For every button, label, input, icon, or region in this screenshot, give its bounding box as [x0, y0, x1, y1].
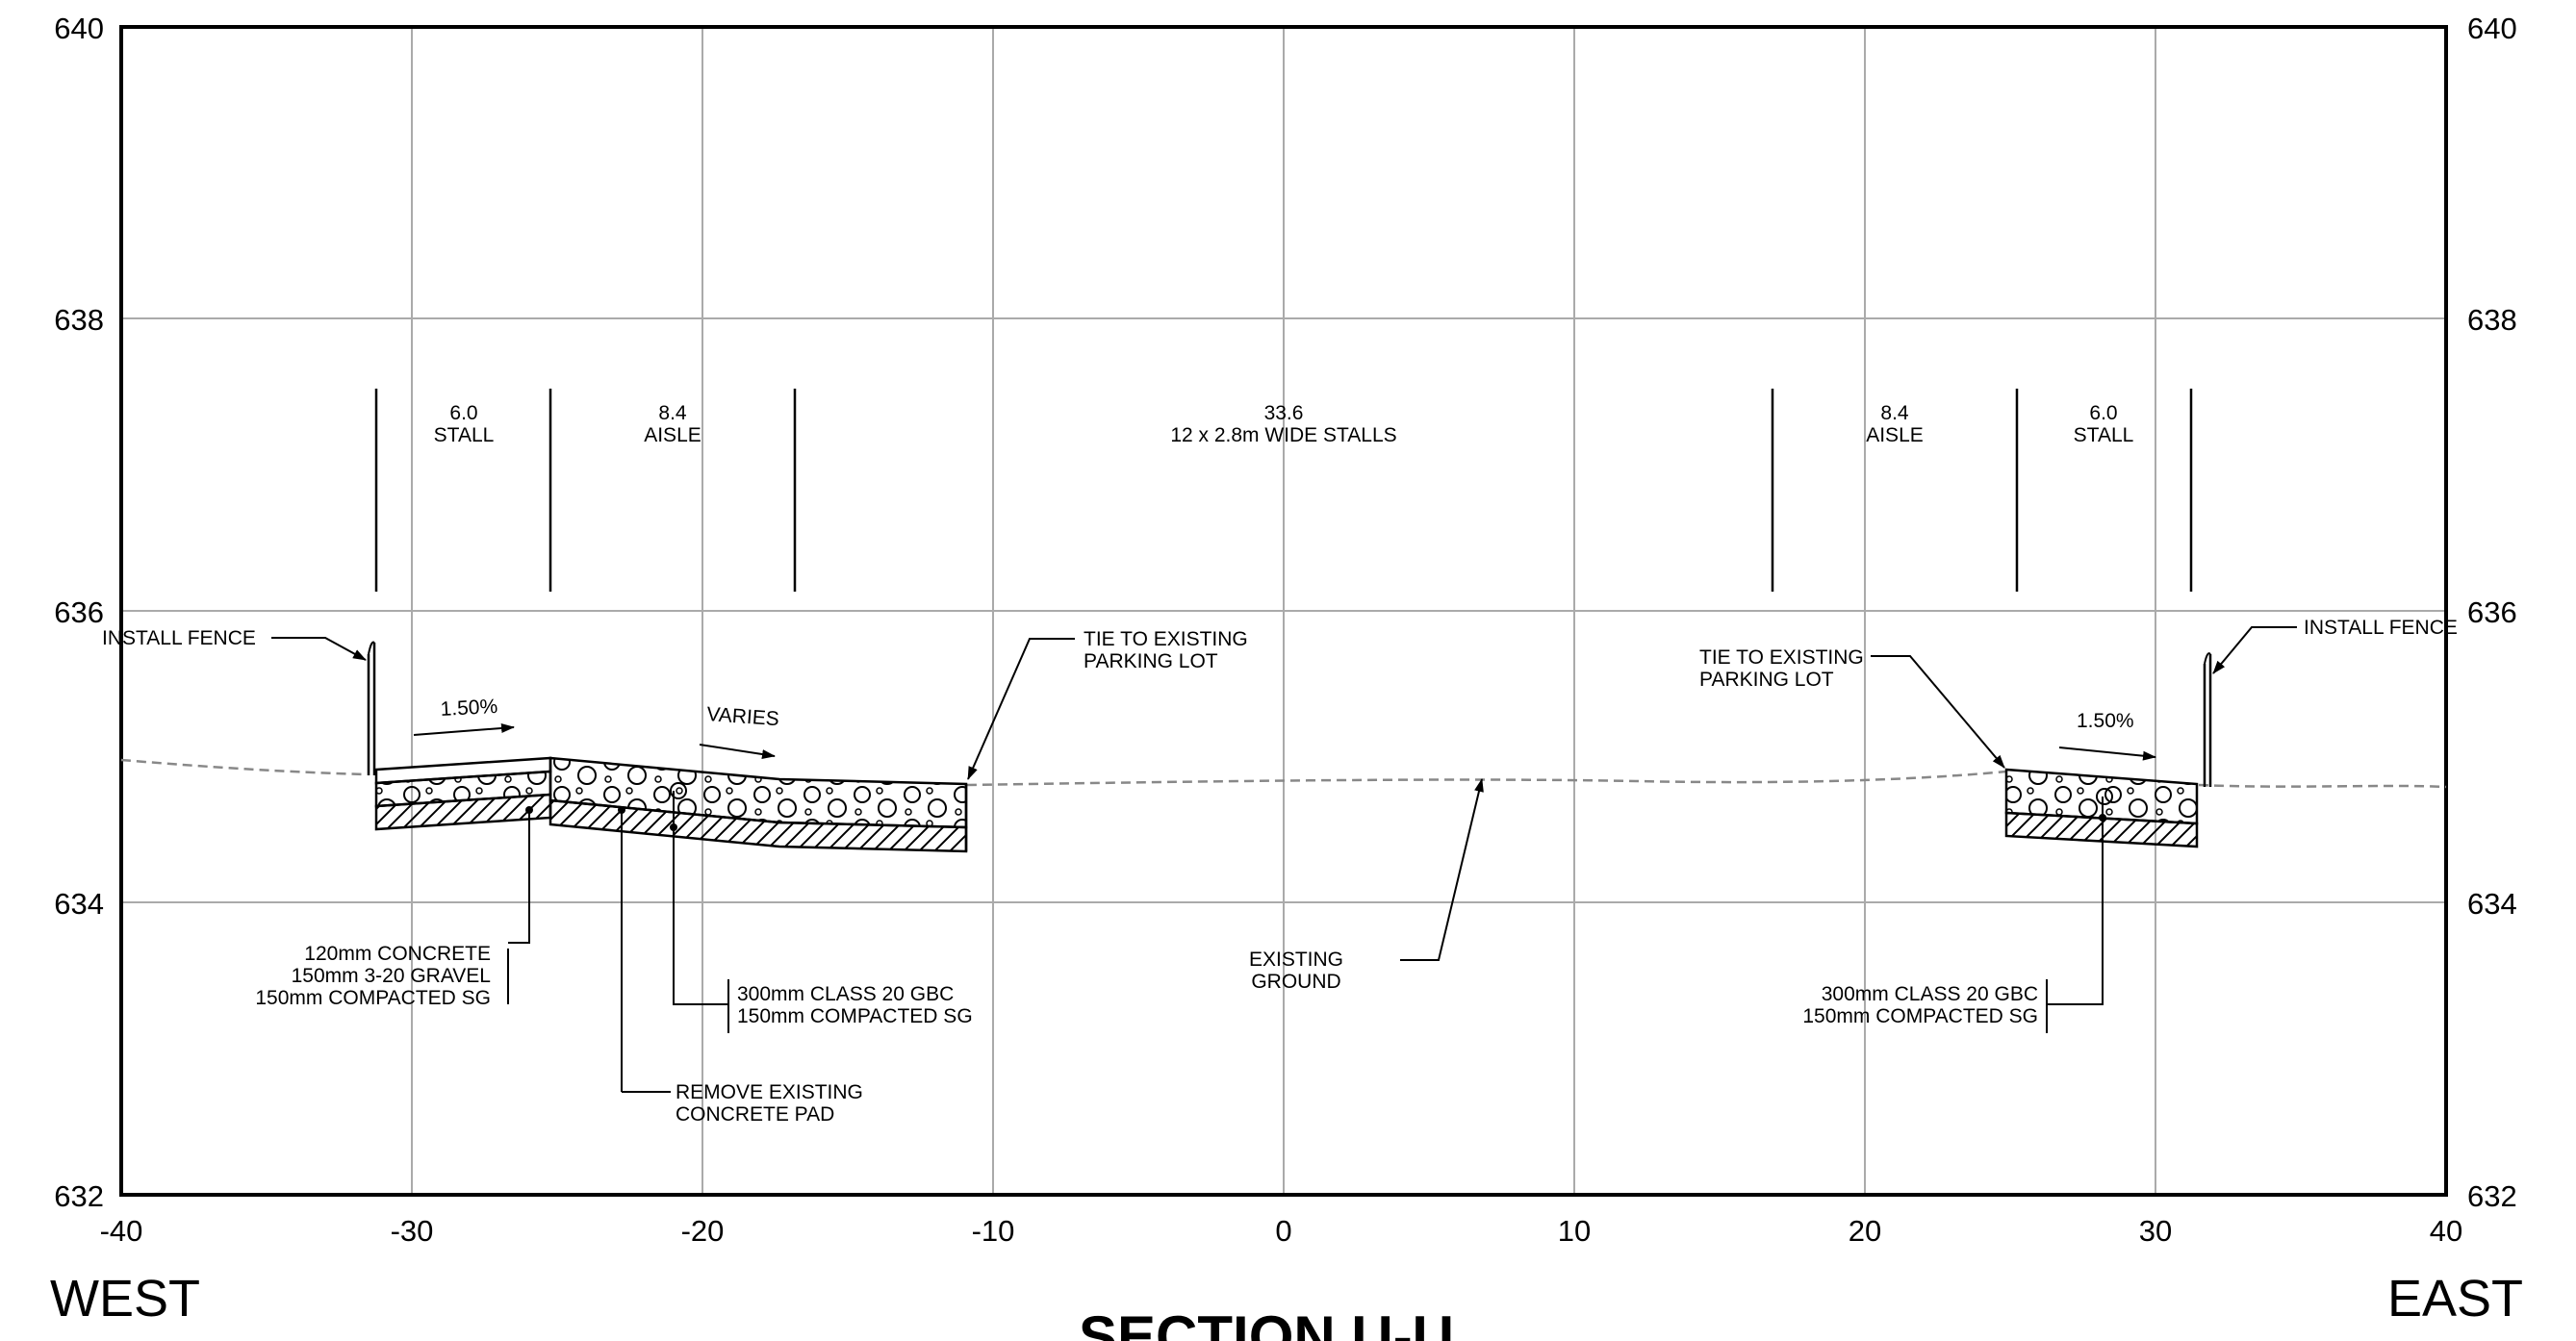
dim-value: 33.6 [1264, 402, 1304, 424]
section-title: SECTION U-U [1079, 1304, 1454, 1341]
existing-ground-line [120, 758, 2447, 789]
x-tick: -20 [681, 1214, 725, 1248]
x-tick: 20 [1849, 1214, 1881, 1248]
dim-value: 6.0 [449, 402, 477, 424]
x-tick: 10 [1558, 1214, 1591, 1248]
grid [121, 27, 2446, 1195]
plot-frame [119, 25, 2448, 1197]
slope-east-label: 1.50% [2077, 710, 2134, 732]
tie-west-line: PARKING LOT [1084, 650, 1218, 672]
existing-ground-note-line: GROUND [1251, 971, 1340, 993]
existing-ground-note-line: EXISTING [1249, 949, 1343, 971]
gbc-east-note-line: 150mm COMPACTED SG [1802, 1005, 2038, 1027]
y-tick-left: 636 [54, 595, 104, 629]
dim-label: STALL [2074, 424, 2134, 446]
y-tick-left: 640 [54, 12, 104, 45]
callouts: INSTALL FENCE INSTALL FENCE 1.50% 1.50% … [102, 617, 2458, 1126]
dim-label: AISLE [1866, 424, 1924, 446]
y-tick-right: 634 [2467, 887, 2517, 921]
x-tick: -40 [100, 1214, 143, 1248]
concrete-note-line: 150mm COMPACTED SG [255, 987, 491, 1009]
slope-west-label: 1.50% [440, 696, 498, 721]
x-tick: -10 [972, 1214, 1015, 1248]
y-tick-left: 632 [54, 1179, 104, 1213]
tie-east-line: TIE TO EXISTING [1699, 646, 1864, 669]
fence-west [367, 641, 376, 775]
west-label: WEST [50, 1270, 200, 1328]
east-label: EAST [2387, 1270, 2523, 1328]
gbc-west-note-line: 300mm CLASS 20 GBC [737, 983, 954, 1005]
gbc-west-note-line: 150mm COMPACTED SG [737, 1005, 973, 1027]
fence-east-label: INSTALL FENCE [2304, 617, 2458, 639]
x-tick: 0 [1275, 1214, 1291, 1248]
y-axis-ticks-left: 640 638 636 634 632 [54, 12, 104, 1213]
leader-lines [271, 626, 2297, 1093]
remove-pad-note-line: CONCRETE PAD [676, 1103, 834, 1126]
tie-east-line: PARKING LOT [1699, 669, 1834, 691]
dimension-lines [374, 389, 2193, 592]
dim-label: STALL [434, 424, 495, 446]
remove-pad-note-line: REMOVE EXISTING [676, 1081, 863, 1103]
fence-west-label: INSTALL FENCE [102, 627, 256, 649]
x-axis-ticks: -40 -30 -20 -10 0 10 20 30 40 [100, 1214, 2463, 1248]
y-axis-ticks-right: 640 638 636 634 632 [2467, 12, 2517, 1213]
west-pavement [374, 756, 968, 853]
y-tick-right: 638 [2467, 303, 2517, 337]
fence-east [2203, 652, 2212, 787]
dimension-labels: 6.0 STALL 8.4 AISLE 33.6 12 x 2.8m WIDE … [434, 402, 2134, 446]
x-tick: 30 [2139, 1214, 2172, 1248]
concrete-note-line: 150mm 3-20 GRAVEL [292, 965, 491, 987]
y-tick-right: 632 [2467, 1179, 2517, 1213]
dim-value: 6.0 [2089, 402, 2117, 424]
gbc-east-note-line: 300mm CLASS 20 GBC [1822, 983, 2038, 1005]
y-tick-left: 634 [54, 887, 104, 921]
dim-label: 12 x 2.8m WIDE STALLS [1170, 424, 1396, 446]
x-tick: 40 [2430, 1214, 2462, 1248]
x-tick: -30 [391, 1214, 434, 1248]
dim-value: 8.4 [1880, 402, 1909, 424]
concrete-note-line: 120mm CONCRETE [304, 943, 491, 965]
dim-label: AISLE [644, 424, 701, 446]
y-tick-right: 640 [2467, 12, 2517, 45]
tie-west-line: TIE TO EXISTING [1084, 628, 1248, 650]
varies-label: VARIES [706, 703, 780, 730]
dim-value: 8.4 [658, 402, 687, 424]
y-tick-right: 636 [2467, 595, 2517, 629]
y-tick-left: 638 [54, 303, 104, 337]
